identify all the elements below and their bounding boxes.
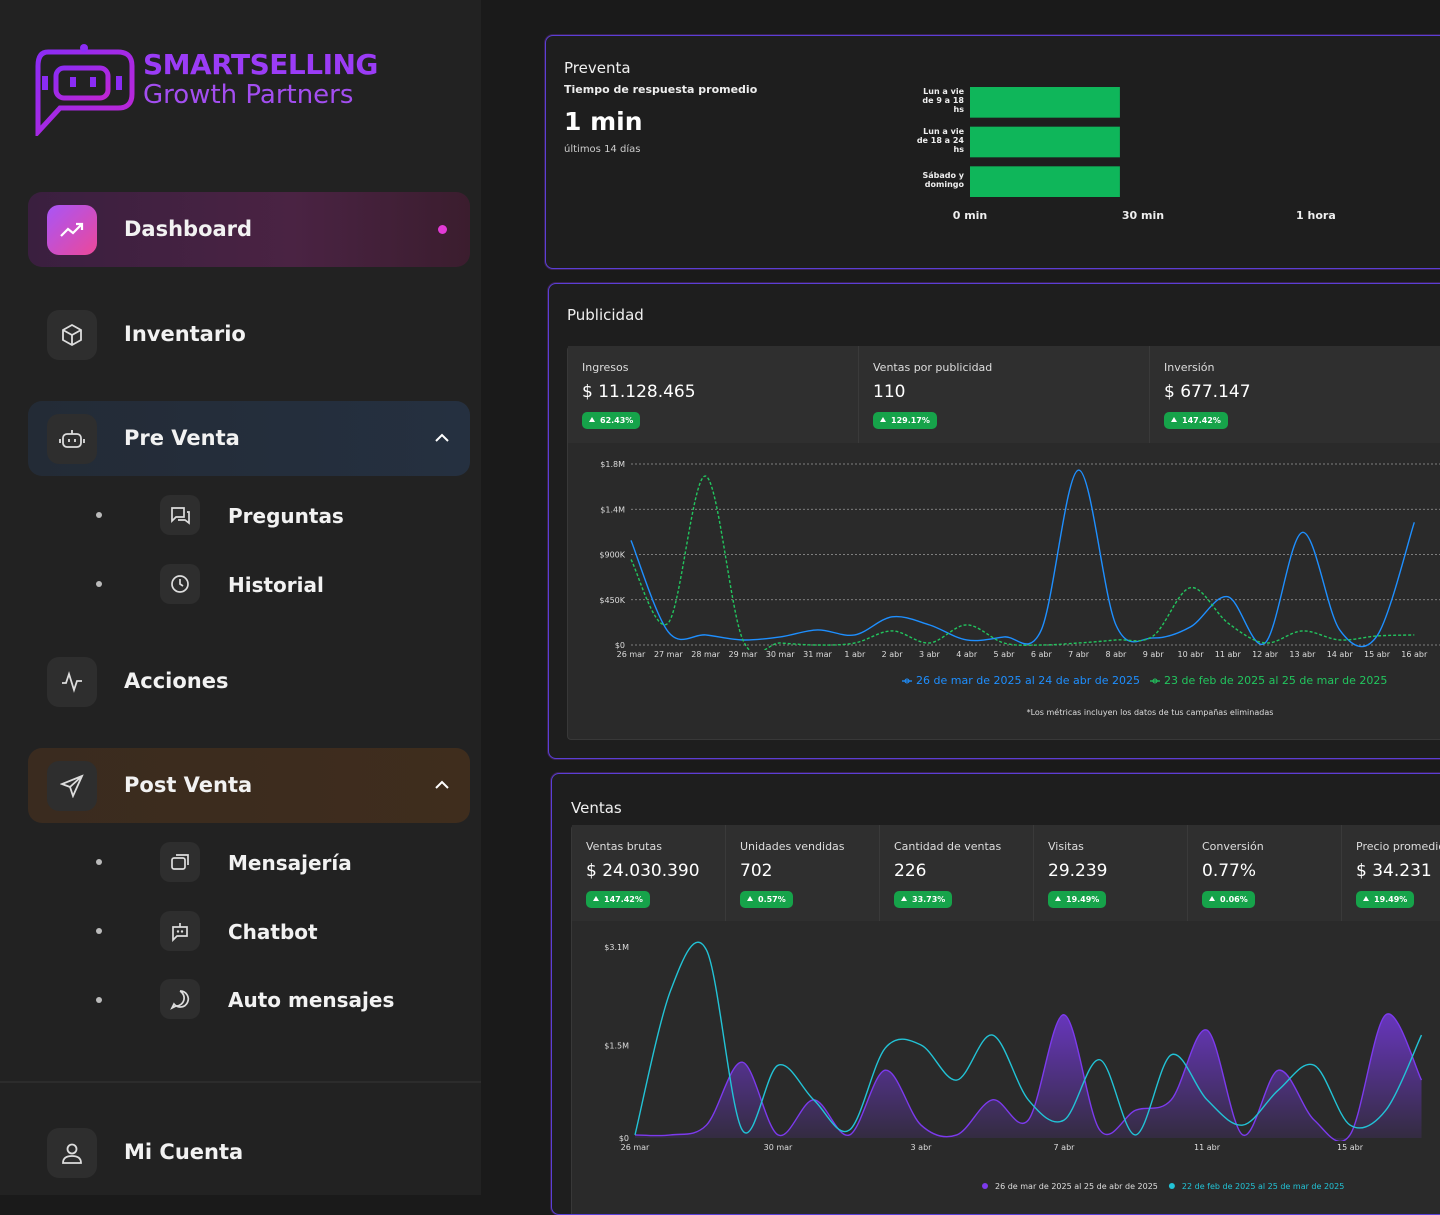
metric-card: Precio promedio $ 34.231 19.49% (1342, 825, 1440, 921)
nav-item[interactable]: Dashboard (28, 192, 470, 267)
nav-subitem[interactable]: Mensajería (160, 842, 460, 884)
metric-value: $ 34.231 (1356, 861, 1432, 881)
kpi-value: 1 min (564, 107, 643, 136)
nav-icon (47, 414, 97, 464)
nav-label: Mi Cuenta (124, 1140, 244, 1164)
chevron (435, 433, 449, 442)
nav-label: Acciones (124, 669, 229, 693)
nav-label: Historial (228, 573, 324, 597)
nav-icon (160, 911, 200, 951)
card-title: Ventas (571, 799, 622, 817)
nav-label: Preguntas (228, 504, 344, 528)
card-title: Preventa (564, 59, 631, 77)
metric-change: 19.49% (1048, 891, 1107, 908)
metric-label: Ventas brutas (586, 840, 662, 853)
card-title: Publicidad (567, 306, 644, 324)
divider (0, 1081, 481, 1083)
bullet (96, 928, 102, 934)
metric-change: 129.17% (873, 412, 937, 429)
nav-item[interactable]: Mi Cuenta (28, 1115, 470, 1190)
metric-value: $ 11.128.465 (582, 382, 696, 402)
nav-label: Chatbot (228, 920, 318, 944)
kpi-period: últimos 14 días (564, 144, 641, 155)
nav-icon (160, 979, 200, 1019)
logo-icon (35, 44, 135, 136)
nav-icon (47, 310, 97, 360)
y-tick-label: Sábado y domingo (922, 171, 964, 190)
metric-change: 147.42% (586, 891, 650, 908)
nav-label: Inventario (124, 322, 246, 346)
card-subtitle: Tiempo de respuesta promedio (564, 83, 758, 96)
nav-icon (160, 842, 200, 882)
nav-icon (160, 564, 200, 604)
nav-label: Dashboard (124, 217, 253, 241)
metric-card: Ventas por publicidad 110 129.17% (859, 346, 1150, 443)
metric-change: 0.57% (740, 891, 793, 908)
metric-value: $ 677.147 (1164, 382, 1251, 402)
metric-change: 62.43% (582, 412, 641, 429)
nav-label: Auto mensajes (228, 988, 395, 1012)
nav-label: Mensajería (228, 851, 352, 875)
metric-card: Visitas 29.239 19.49% (1034, 825, 1188, 921)
metric-label: Visitas (1048, 840, 1084, 853)
metric-label: Ventas por publicidad (873, 361, 993, 374)
brand-tagline: Growth Partners (143, 80, 354, 110)
bullet (96, 859, 102, 865)
metric-label: Conversión (1202, 840, 1264, 853)
metric-label: Inversión (1164, 361, 1215, 374)
bullet (96, 512, 102, 518)
nav-subitem[interactable]: Historial (160, 564, 460, 606)
bullet (96, 581, 102, 587)
metric-label: Precio promedio (1356, 840, 1440, 853)
metric-label: Ingresos (582, 361, 629, 374)
nav-item[interactable]: Acciones (28, 644, 470, 719)
metric-change: 0.06% (1202, 891, 1255, 908)
metric-value: $ 24.030.390 (586, 861, 700, 881)
nav-item[interactable]: Post Venta (28, 748, 470, 823)
metric-change: 147.42% (1164, 412, 1228, 429)
metric-value: 29.239 (1048, 861, 1108, 881)
nav-subitem[interactable]: Auto mensajes (160, 979, 460, 1021)
metric-label: Cantidad de ventas (894, 840, 1002, 853)
bullet (96, 997, 102, 1003)
y-tick-label: Lun a vie de 18 a 24 hs (916, 127, 964, 154)
nav-icon (47, 205, 97, 255)
metric-card: Conversión 0.77% 0.06% (1188, 825, 1342, 921)
nav-icon (47, 761, 97, 811)
metric-label: Unidades vendidas (740, 840, 845, 853)
metric-card: Unidades vendidas 702 0.57% (726, 825, 880, 921)
active-dot (438, 225, 447, 234)
nav-icon (47, 1128, 97, 1178)
nav-icon (47, 657, 97, 707)
metric-card: Inversión $ 677.147 147.42% (1150, 346, 1440, 443)
nav-label: Post Venta (124, 773, 253, 797)
metric-value: 702 (740, 861, 773, 881)
metric-value: 0.77% (1202, 861, 1257, 881)
nav-subitem[interactable]: Preguntas (160, 495, 460, 537)
preventa-card: Preventa Tiempo de respuesta promedio 1 … (545, 35, 1440, 269)
nav-item[interactable]: Pre Venta (28, 401, 470, 476)
brand-name: SMARTSELLING (143, 48, 378, 81)
metric-card: Cantidad de ventas 226 33.73% (880, 825, 1034, 921)
nav-item[interactable]: Inventario (28, 297, 470, 372)
nav-subitem[interactable]: Chatbot (160, 911, 460, 953)
chevron (435, 780, 449, 789)
y-tick-label: Lun a vie de 9 a 18 hs (922, 87, 964, 115)
metric-change: 19.49% (1356, 891, 1415, 908)
sidebar: SMARTSELLING Growth Partners Dashboard I… (0, 0, 481, 1195)
nav-icon (160, 495, 200, 535)
nav-label: Pre Venta (124, 426, 240, 450)
metric-value: 110 (873, 382, 906, 402)
metric-card: Ingresos $ 11.128.465 62.43% (568, 346, 859, 443)
metric-value: 226 (894, 861, 927, 881)
metric-change: 33.73% (894, 891, 953, 908)
metric-card: Ventas brutas $ 24.030.390 147.42% (572, 825, 726, 921)
